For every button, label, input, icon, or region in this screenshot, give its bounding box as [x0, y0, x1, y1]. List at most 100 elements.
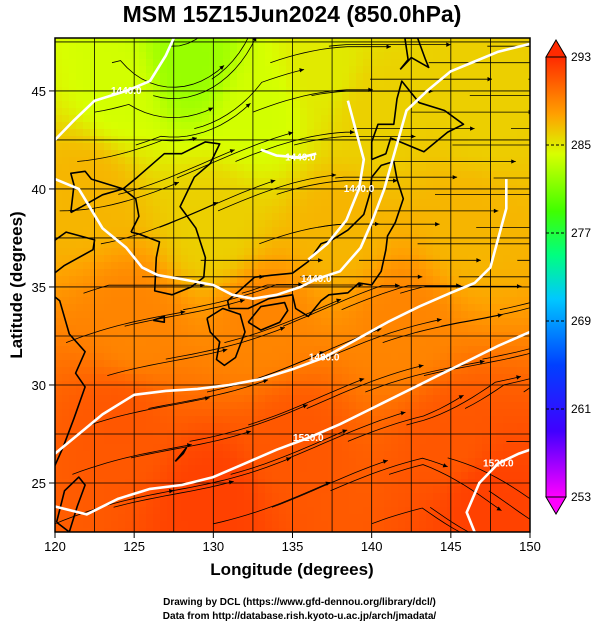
field-cell: [419, 276, 427, 284]
field-cell: [286, 101, 294, 109]
field-cell: [321, 66, 329, 74]
field-cell: [426, 129, 434, 137]
field-cell: [97, 514, 105, 522]
field-cell: [433, 416, 441, 424]
field-cell: [349, 80, 357, 88]
field-cell: [272, 409, 280, 417]
field-cell: [230, 395, 238, 403]
field-cell: [160, 241, 168, 249]
field-cell: [195, 262, 203, 270]
field-cell: [90, 178, 98, 186]
field-cell: [55, 500, 63, 508]
field-cell: [503, 290, 511, 298]
field-cell: [69, 101, 77, 109]
streamline-arrow: [222, 348, 228, 353]
field-cell: [237, 500, 245, 508]
field-cell: [153, 395, 161, 403]
field-cell: [272, 227, 280, 235]
field-cell: [384, 458, 392, 466]
field-cell: [76, 171, 84, 179]
field-cell: [335, 318, 343, 326]
field-cell: [412, 493, 420, 501]
field-cell: [97, 143, 105, 151]
field-cell: [167, 507, 175, 515]
field-cell: [349, 416, 357, 424]
field-cell: [461, 346, 469, 354]
field-cell: [293, 409, 301, 417]
field-cell: [76, 486, 84, 494]
field-cell: [62, 402, 70, 410]
field-cell: [293, 521, 301, 529]
field-cell: [62, 395, 70, 403]
field-cell: [174, 199, 182, 207]
field-cell: [489, 164, 497, 172]
field-cell: [370, 465, 378, 473]
field-cell: [90, 73, 98, 81]
field-cell: [111, 108, 119, 116]
field-cell: [468, 101, 476, 109]
field-cell: [258, 220, 266, 228]
field-cell: [146, 444, 154, 452]
field-cell: [419, 255, 427, 263]
field-cell: [104, 388, 112, 396]
field-cell: [55, 339, 63, 347]
field-cell: [279, 416, 287, 424]
field-cell: [377, 304, 385, 312]
field-cell: [174, 171, 182, 179]
field-cell: [461, 311, 469, 319]
field-cell: [237, 227, 245, 235]
field-cell: [524, 101, 530, 109]
field-cell: [202, 465, 210, 473]
field-cell: [279, 353, 287, 361]
field-cell: [132, 507, 140, 515]
field-cell: [230, 472, 238, 480]
field-cell: [377, 514, 385, 522]
field-cell: [160, 500, 168, 508]
field-cell: [391, 276, 399, 284]
field-cell: [160, 507, 168, 515]
field-cell: [279, 500, 287, 508]
field-cell: [307, 206, 315, 214]
field-cell: [300, 122, 308, 130]
field-cell: [510, 416, 518, 424]
field-cell: [363, 241, 371, 249]
field-cell: [314, 227, 322, 235]
field-cell: [251, 374, 259, 382]
field-cell: [398, 325, 406, 333]
field-cell: [496, 346, 504, 354]
field-cell: [398, 514, 406, 522]
field-cell: [174, 164, 182, 172]
field-cell: [405, 346, 413, 354]
field-cell: [342, 199, 350, 207]
field-cell: [377, 52, 385, 60]
field-cell: [237, 206, 245, 214]
field-cell: [244, 367, 252, 375]
field-cell: [272, 437, 280, 445]
field-cell: [426, 80, 434, 88]
field-cell: [307, 241, 315, 249]
field-cell: [426, 178, 434, 186]
field-cell: [83, 129, 91, 137]
field-cell: [405, 262, 413, 270]
field-cell: [314, 101, 322, 109]
field-cell: [384, 115, 392, 123]
field-cell: [118, 94, 126, 102]
field-cell: [496, 192, 504, 200]
field-cell: [237, 437, 245, 445]
field-cell: [279, 143, 287, 151]
field-cell: [97, 388, 105, 396]
field-cell: [132, 115, 140, 123]
field-cell: [167, 514, 175, 522]
field-cell: [335, 472, 343, 480]
field-cell: [307, 304, 315, 312]
field-cell: [300, 416, 308, 424]
field-cell: [104, 206, 112, 214]
field-cell: [139, 521, 147, 529]
field-cell: [237, 94, 245, 102]
field-cell: [272, 59, 280, 67]
field-cell: [314, 311, 322, 319]
field-cell: [153, 423, 161, 431]
field-cell: [475, 80, 483, 88]
field-cell: [181, 206, 189, 214]
field-cell: [132, 451, 140, 459]
